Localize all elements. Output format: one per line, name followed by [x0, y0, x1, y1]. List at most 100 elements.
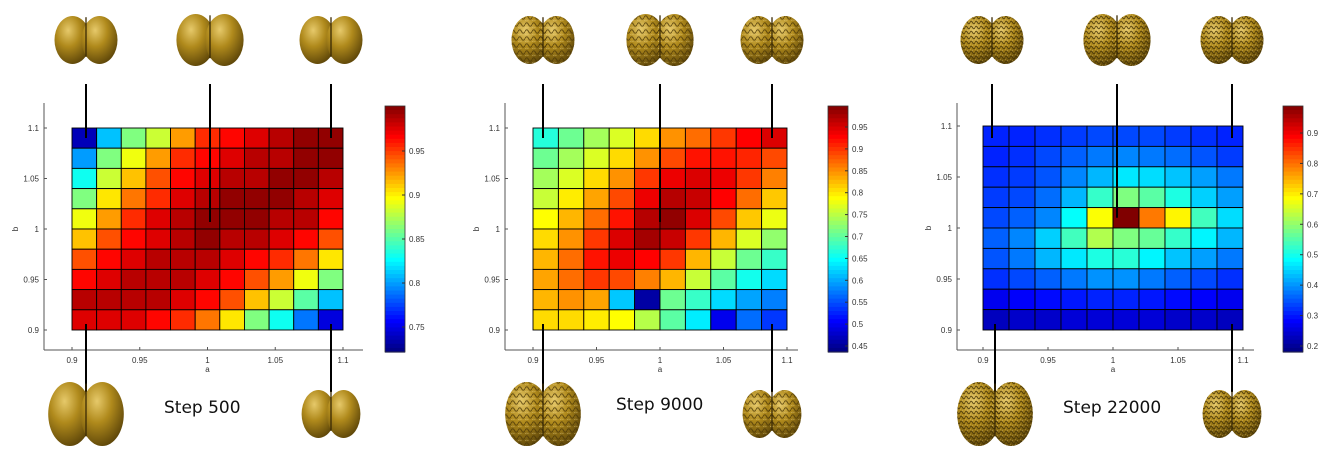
heatmap-cell: [557, 248, 585, 270]
colorbar-segment: [828, 278, 848, 283]
colorbar-segment: [828, 188, 848, 193]
heatmap-cell: [293, 208, 319, 230]
heatmap-cell: [608, 268, 636, 291]
y-tick-label: 1.05: [484, 175, 500, 184]
heatmap-cell: [1034, 247, 1062, 270]
colorbar-segment: [385, 257, 405, 263]
heatmap-cell: [1138, 227, 1166, 249]
heatmap-cell: [557, 127, 585, 149]
heatmap-cell: [735, 248, 763, 270]
heatmap-cell: [1008, 309, 1036, 331]
colorbar-segment: [828, 212, 848, 218]
heatmap-cell: [634, 167, 661, 190]
heatmap-cell: [659, 188, 686, 210]
colorbar-segment: [828, 311, 848, 316]
heatmap-cell: [268, 309, 295, 331]
brain-render-bottom-right-texture: [537, 382, 581, 446]
colorbar-segment: [1283, 122, 1303, 128]
heatmap-cell: [1086, 309, 1114, 331]
brain-render-top-right-texture: [987, 16, 1024, 64]
colorbar-segment: [828, 286, 848, 292]
colorbar-segment: [1283, 261, 1303, 267]
colorbar-segment: [828, 126, 848, 132]
colorbar-segment: [1283, 319, 1303, 324]
x-tick-label: 0.95: [132, 356, 148, 365]
heatmap-cell: [608, 208, 636, 230]
colorbar-segment: [385, 204, 405, 210]
brain-render-top-left-hemisphere: [54, 16, 91, 64]
colorbar-segment: [1283, 208, 1303, 214]
heatmap-cell: [96, 309, 122, 331]
x-tick-label: 1.05: [1170, 356, 1186, 365]
x-tick-label: 1: [1111, 356, 1116, 365]
heatmap-cell: [659, 147, 686, 169]
y-tick-label: 0.9: [941, 326, 953, 335]
heatmap-cell: [1060, 166, 1088, 188]
heatmap-cell: [96, 268, 122, 291]
heatmap-cell: [317, 147, 344, 169]
heatmap-cell: [634, 248, 661, 270]
heatmap-cell: [194, 268, 221, 291]
colorbar-segment: [828, 233, 848, 238]
heatmap-cell: [532, 248, 559, 270]
heatmap-cell: [684, 208, 712, 230]
colorbar-segment: [385, 106, 405, 111]
heatmap-cell: [145, 188, 171, 210]
heatmap-cell: [684, 228, 712, 250]
colorbar-segment: [385, 327, 405, 333]
heatmap-cell: [1216, 288, 1244, 311]
colorbar-segment: [385, 151, 405, 156]
heatmap-cell: [684, 127, 712, 149]
colorbar-segment: [385, 253, 405, 259]
heatmap-cell: [194, 289, 221, 311]
y-axis-label: b: [472, 226, 481, 231]
colorbar-segment: [385, 323, 405, 328]
colorbar-segment: [1283, 183, 1303, 189]
heatmap-cell: [1216, 145, 1244, 168]
heatmap-cell: [96, 289, 122, 311]
x-tick-label: 1.05: [267, 356, 283, 365]
heatmap-cell: [761, 309, 788, 331]
heatmap-cell: [1086, 227, 1114, 249]
heatmap-cell: [268, 208, 295, 230]
heatmap-cell: [1216, 247, 1244, 270]
colorbar-segment: [385, 233, 405, 238]
colorbar-segment: [828, 147, 848, 152]
colorbar-segment: [1283, 200, 1303, 205]
brain-render-bottom: [1202, 390, 1262, 438]
colorbar-tick-label: 0.9: [1307, 129, 1319, 138]
colorbar-segment: [1283, 265, 1303, 271]
colorbar-segment: [828, 335, 848, 341]
heatmap-cell: [684, 309, 712, 331]
heatmap-cell: [1112, 288, 1140, 311]
heatmap-cell: [170, 127, 196, 149]
heatmap-cell: [608, 248, 636, 270]
brain-render-bottom: [301, 390, 361, 438]
colorbar-segment: [828, 155, 848, 160]
brain-render-top-left-texture: [1083, 14, 1122, 66]
colorbar-segment: [828, 282, 848, 287]
brain-render-top: [626, 14, 694, 66]
colorbar-segment: [1283, 130, 1303, 136]
brain-render-top: [1200, 16, 1264, 64]
heatmap-cell: [268, 147, 295, 169]
heatmap-cell: [1086, 268, 1114, 290]
heatmap-cell: [170, 309, 196, 331]
heatmap-cell: [120, 289, 147, 311]
colorbar-segment: [1283, 134, 1303, 140]
heatmap-cell: [1008, 125, 1036, 147]
colorbar-segment: [828, 134, 848, 140]
heatmap-cell: [583, 228, 610, 250]
heatmap-cell: [557, 147, 585, 169]
heatmap-cell: [1086, 288, 1114, 311]
brain-render-bottom-right-texture: [989, 382, 1033, 446]
heatmap-cell: [244, 289, 270, 311]
heatmap-cell: [583, 289, 610, 311]
colorbar-segment: [385, 286, 405, 292]
heatmap-cell: [659, 167, 686, 190]
brain-render-top-right-hemisphere: [205, 14, 244, 66]
colorbar-segment: [1283, 249, 1303, 255]
brain-render-top: [176, 14, 244, 66]
heatmap-cell: [583, 127, 610, 149]
heatmap-cell: [1060, 288, 1088, 311]
